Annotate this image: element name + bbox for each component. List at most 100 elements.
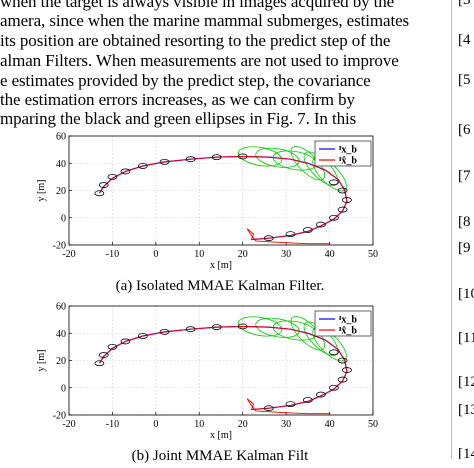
- black-covariance-ellipse: [137, 333, 148, 339]
- black-covariance-ellipse: [211, 154, 222, 161]
- green-covariance-ellipse: [237, 316, 283, 337]
- x-tick-label: 30: [281, 419, 291, 430]
- paragraph-line: amera, since when the marine mammal subm…: [0, 11, 410, 30]
- legend-label: ᴵx_b: [339, 145, 357, 156]
- black-covariance-ellipse: [337, 187, 348, 194]
- y-tick-label: 40: [56, 159, 66, 170]
- black-covariance-ellipse: [337, 357, 348, 364]
- black-covariance-ellipse: [342, 367, 352, 373]
- reference-number: [3: [458, 0, 471, 8]
- green-covariance-ellipse: [312, 156, 347, 192]
- reference-number: [6: [458, 122, 471, 138]
- black-covariance-ellipse: [302, 227, 313, 233]
- black-covariance-ellipse: [107, 173, 118, 180]
- black-covariance-ellipse: [237, 323, 248, 330]
- black-covariance-ellipse: [159, 158, 170, 165]
- black-covariance-ellipse: [98, 352, 109, 358]
- green-covariance-ellipse: [290, 316, 326, 351]
- reference-number: [10: [458, 286, 474, 302]
- black-covariance-ellipse: [302, 397, 313, 403]
- figure-b: -20 -10 0 10 20 30 40 50 -20 0 20 40 60 x [m] y [m] ᴵx_…: [0, 298, 440, 468]
- black-covariance-ellipse: [211, 324, 222, 331]
- y-tick-label: 20: [56, 186, 66, 197]
- x-tick-label: 20: [238, 249, 248, 260]
- figure-caption: (b) Joint MMAE Kalman Filt: [131, 448, 309, 464]
- legend-box: [314, 140, 372, 167]
- reference-number: [5: [458, 72, 471, 88]
- black-covariance-ellipse: [107, 343, 118, 350]
- black-covariance-ellipse: [137, 163, 148, 169]
- x-tick-label: 0: [153, 249, 158, 260]
- paragraph-line: its position are obtained resorting to t…: [0, 31, 391, 50]
- y-tick-label: -20: [53, 411, 66, 422]
- reference-number: [12: [458, 374, 474, 390]
- legend-label: ᴵx_b: [339, 315, 357, 326]
- black-covariance-ellipse: [237, 153, 248, 160]
- black-covariance-ellipse: [329, 179, 339, 186]
- black-covariance-ellipse: [315, 391, 326, 398]
- y-tick-label: 60: [56, 302, 66, 313]
- black-covariance-ellipse: [94, 190, 105, 197]
- green-covariance-ellipse: [290, 146, 326, 181]
- reference-number: [11: [458, 330, 474, 346]
- x-tick-label: 10: [194, 249, 204, 260]
- green-covariance-ellipse: [237, 146, 283, 167]
- black-covariance-ellipse: [159, 328, 170, 335]
- black-covariance-ellipse: [342, 197, 352, 203]
- black-covariance-ellipse: [94, 360, 105, 367]
- black-covariance-ellipse: [337, 376, 348, 383]
- x-tick-label: 40: [325, 249, 335, 260]
- x-tick-label: 50: [368, 419, 378, 430]
- black-covariance-ellipse: [185, 156, 196, 163]
- y-tick-label: -20: [53, 241, 66, 252]
- y-tick-label: 0: [61, 383, 66, 394]
- black-covariance-ellipse: [285, 231, 296, 237]
- y-tick-label: 20: [56, 356, 66, 367]
- y-tick-label: 60: [56, 132, 66, 143]
- black-covariance-ellipse: [285, 401, 296, 407]
- y-tick-label: 0: [61, 213, 66, 224]
- x-tick-label: 20: [238, 419, 248, 430]
- x-tick-label: 0: [153, 419, 158, 430]
- x-tick-label: -10: [106, 419, 119, 430]
- x-axis-label: x [m]: [210, 260, 232, 271]
- paragraph-line: mparing the black and green ellipses in …: [0, 109, 357, 128]
- trajectory-plot-b: -20 -10 0 10 20 30 40 50 -20 0 20 40 60 x [m] y [m] ᴵx_…: [36, 302, 378, 442]
- legend-box: [314, 310, 372, 337]
- x-tick-label: 10: [194, 419, 204, 430]
- paragraph-line: e estimates provided by the predict step…: [0, 71, 371, 90]
- series-line-estimate: [99, 325, 348, 415]
- black-covariance-ellipse: [98, 182, 109, 188]
- black-covariance-ellipse: [329, 349, 339, 356]
- reference-number: [9: [458, 240, 471, 256]
- trajectory-plot-a: -20 -10 0 10 20 30 40 50 -20 0 20 40 60 x [m] y [m] ᴵx_…: [36, 132, 378, 272]
- y-axis-label: y [m]: [36, 350, 47, 372]
- black-covariance-ellipse: [329, 214, 339, 221]
- legend-label: ᴵx̂_b: [339, 326, 357, 337]
- reference-number: [13: [458, 402, 474, 418]
- reference-number: [8: [458, 214, 471, 230]
- x-axis-label: x [m]: [210, 430, 232, 441]
- black-covariance-ellipse: [120, 168, 131, 175]
- green-covariance-ellipse: [312, 326, 347, 362]
- black-covariance-ellipse: [263, 405, 274, 412]
- legend-label: ᴵx̂_b: [339, 156, 357, 167]
- x-tick-label: 50: [368, 249, 378, 260]
- black-covariance-ellipse: [329, 384, 339, 391]
- y-axis-label: y [m]: [36, 180, 47, 202]
- black-covariance-ellipse: [185, 326, 196, 333]
- black-covariance-ellipse: [263, 235, 274, 242]
- reference-number: [7: [458, 168, 471, 184]
- black-covariance-ellipse: [120, 338, 131, 345]
- x-tick-label: 30: [281, 249, 291, 260]
- black-covariance-ellipse: [337, 206, 348, 213]
- x-tick-label: -20: [62, 249, 75, 260]
- reference-column: [3 [4 [5 [6 [7 [8 [9 [10 [11 [12 [13 [14: [451, 0, 474, 459]
- reference-number: [14: [458, 446, 474, 459]
- paragraph-line: the estimation errors increases, as we c…: [0, 90, 355, 109]
- reference-number: [4: [458, 32, 471, 48]
- x-tick-label: 40: [325, 419, 335, 430]
- paragraph-line: when the target is always visible in ima…: [0, 0, 395, 11]
- y-tick-label: 40: [56, 329, 66, 340]
- black-covariance-ellipse: [315, 221, 326, 228]
